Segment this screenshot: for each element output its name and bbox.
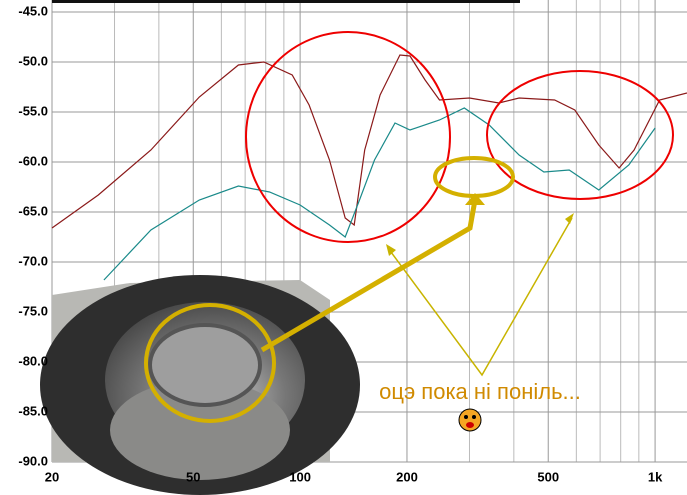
speaker-photo [40,275,360,495]
y-tick-label: -55.0 [18,103,48,118]
x-tick-label: 1k [648,469,663,484]
y-tick-label: -60.0 [18,153,48,168]
annotation: оцэ пока ні поніль... [379,379,581,404]
x-tick-label: 200 [396,469,418,484]
y-tick-label: -75.0 [18,303,48,318]
y-tick-label: -90.0 [18,453,48,468]
y-tick-label: -80.0 [18,353,48,368]
y-tick-label: -45.0 [18,3,48,18]
series-line [103,107,656,281]
y-tick-label: -65.0 [18,203,48,218]
y-tick-label: -85.0 [18,403,48,418]
y-tick-label: -70.0 [18,253,48,268]
x-tick-label: 50 [186,469,200,484]
series-line [51,54,687,229]
annotations [52,0,674,432]
y-tick-label: -50.0 [18,53,48,68]
x-tick-label: 20 [45,469,59,484]
x-tick-label: 500 [537,469,559,484]
x-tick-label: 100 [289,469,311,484]
